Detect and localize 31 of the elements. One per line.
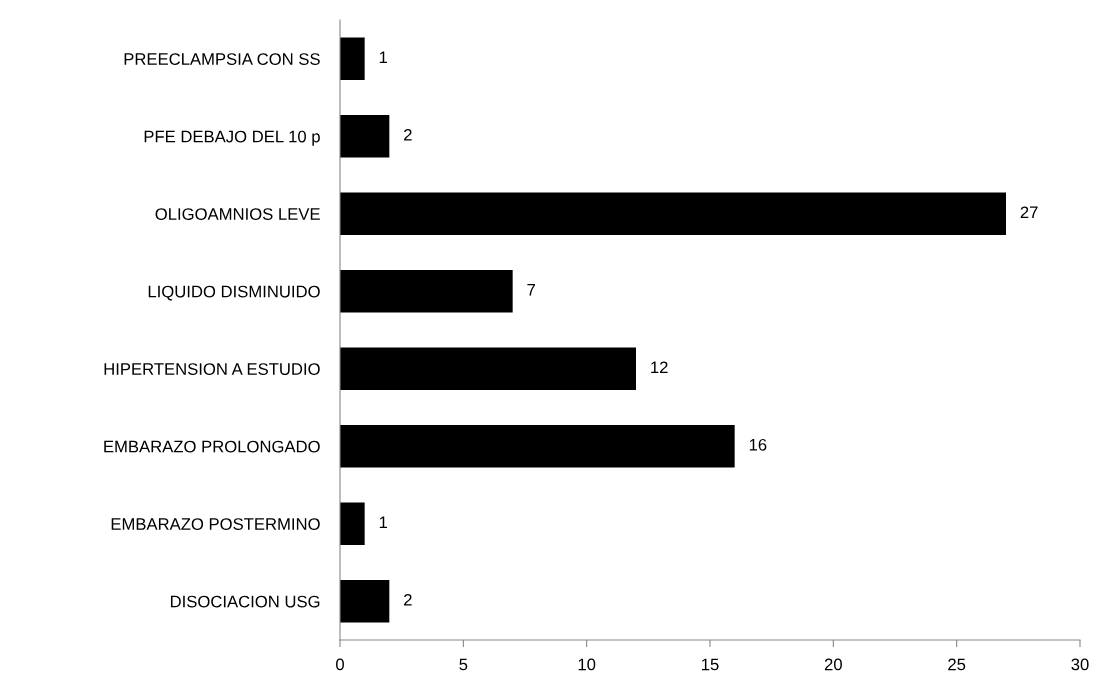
bar bbox=[340, 579, 390, 623]
x-tick-label: 20 bbox=[824, 658, 842, 671]
x-tick-label: 5 bbox=[459, 658, 468, 671]
data-label: 7 bbox=[527, 284, 535, 296]
bar bbox=[340, 192, 1006, 236]
data-label: 2 bbox=[404, 593, 412, 606]
x-tick-label: 30 bbox=[1071, 658, 1089, 671]
data-label: 16 bbox=[749, 438, 767, 451]
bar bbox=[340, 502, 365, 546]
y-tick-label: DISOCIACION USG bbox=[170, 595, 320, 608]
y-tick-label: HIPERTENSION A ESTUDIO bbox=[104, 363, 320, 375]
data-label: 1 bbox=[379, 51, 388, 64]
x-tick-label: 25 bbox=[948, 658, 966, 671]
data-label: 2 bbox=[404, 128, 412, 141]
data-label: 12 bbox=[651, 361, 668, 374]
y-tick-label: EMBARAZO PROLONGADO bbox=[104, 440, 320, 453]
y-tick-label: LIQUIDO DISMINUIDO bbox=[148, 285, 320, 301]
bar bbox=[340, 347, 636, 391]
y-tick-label: OLIGOAMNIOS LEVE bbox=[155, 208, 320, 220]
y-tick-label: PREECLAMPSIA CON SS bbox=[124, 53, 320, 65]
x-tick-label: 15 bbox=[702, 658, 719, 671]
x-tick-label: 10 bbox=[578, 658, 596, 671]
bar bbox=[340, 114, 390, 158]
x-tick-label: 0 bbox=[336, 658, 344, 671]
bar bbox=[340, 269, 513, 313]
y-tick-label: EMBARAZO POSTERMINO bbox=[111, 518, 320, 530]
y-tick-label: PFE DEBAJO DEL 10 p bbox=[144, 130, 320, 146]
bar bbox=[340, 37, 365, 81]
bar bbox=[340, 424, 735, 468]
data-label: 1 bbox=[379, 516, 388, 529]
data-label: 27 bbox=[1020, 206, 1038, 219]
